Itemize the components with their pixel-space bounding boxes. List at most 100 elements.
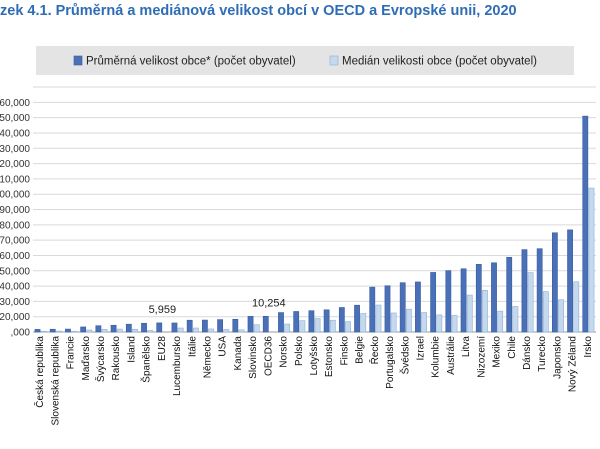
x-tick-label: Mexiko bbox=[492, 336, 503, 368]
x-tick-label: Turecko bbox=[537, 336, 548, 372]
data-label: 10,254 bbox=[252, 297, 286, 309]
bar-average bbox=[65, 328, 71, 333]
bar-average bbox=[323, 309, 330, 333]
y-tick-label: 40,000 bbox=[0, 282, 30, 293]
data-label: 5,959 bbox=[149, 304, 177, 316]
legend-swatch bbox=[329, 55, 339, 66]
bar-average bbox=[430, 272, 437, 333]
bar-median bbox=[405, 308, 412, 333]
bar-average bbox=[415, 281, 421, 333]
x-tick-label: Estonsko bbox=[324, 336, 335, 378]
bar-average bbox=[49, 328, 56, 333]
x-tick-label: Francie bbox=[66, 336, 77, 370]
y-tick-label: 20,000 bbox=[0, 159, 30, 170]
x-tick-label: Izrael bbox=[416, 336, 427, 360]
bar-median bbox=[360, 313, 367, 333]
x-tick-label: Maďarsko bbox=[81, 336, 92, 381]
x-tick-label: Řecko bbox=[368, 336, 381, 365]
bar-median bbox=[527, 272, 534, 333]
x-tick-label: Lotyšsko bbox=[309, 336, 320, 376]
bar-average bbox=[354, 304, 360, 333]
y-tick-label: 20,000 bbox=[0, 312, 30, 323]
bar-average bbox=[171, 322, 178, 333]
x-tick-label: Nový Zéland bbox=[568, 336, 579, 392]
bar-median bbox=[208, 328, 214, 333]
y-tick-label: 10,000 bbox=[0, 174, 30, 185]
x-tick-label: Kolumbie bbox=[431, 336, 442, 378]
bar-median bbox=[390, 312, 397, 333]
y-tick-label: 60,000 bbox=[0, 251, 30, 262]
x-tick-label: Polsko bbox=[294, 336, 305, 366]
bar-median bbox=[101, 329, 108, 333]
legend-label: Průměrná velikost obce* (počet obyvatel) bbox=[86, 56, 296, 68]
x-tick-label: Rakousko bbox=[111, 336, 122, 381]
bar-average bbox=[110, 324, 117, 333]
bar-median bbox=[56, 330, 62, 333]
bar-median bbox=[482, 290, 488, 333]
y-tick-label: 70,000 bbox=[0, 236, 30, 247]
bar-median bbox=[253, 324, 260, 333]
y-axis-ticks: ,000 20,000 30,000 40,000 50,000 60,000 70,000… bbox=[0, 98, 30, 339]
bars bbox=[34, 115, 595, 333]
x-tick-label: Slovinsko bbox=[248, 336, 259, 379]
x-tick-label: Španělsko bbox=[140, 336, 153, 383]
bar-median bbox=[573, 281, 580, 333]
bar-median bbox=[132, 328, 138, 333]
bar-median bbox=[497, 310, 504, 333]
bar-median bbox=[512, 306, 519, 333]
bar-median bbox=[375, 304, 382, 333]
y-tick-label: 00,000 bbox=[0, 190, 30, 201]
bar-median bbox=[284, 323, 291, 333]
bar-average bbox=[34, 329, 41, 333]
bar-average bbox=[125, 323, 132, 333]
y-tick-label: 90,000 bbox=[0, 205, 30, 216]
bar-median bbox=[588, 187, 595, 333]
bar-average bbox=[399, 282, 406, 333]
x-tick-label: Nizozemí bbox=[476, 336, 487, 378]
bar-median bbox=[223, 329, 230, 333]
bar-median bbox=[451, 315, 458, 333]
x-tick-label: Chile bbox=[507, 336, 518, 359]
bar-average bbox=[247, 316, 254, 333]
bar-average bbox=[202, 319, 208, 333]
bar-average bbox=[278, 312, 284, 333]
bar-average bbox=[293, 311, 300, 333]
x-tick-label: Německo bbox=[202, 336, 213, 379]
y-tick-label: 30,000 bbox=[0, 144, 30, 155]
y-tick-label: 30,000 bbox=[0, 297, 30, 308]
x-axis-ticks: Česká republika Slovenská republika Franci… bbox=[33, 336, 594, 426]
x-tick-label: Itálie bbox=[187, 336, 198, 358]
bar-median bbox=[177, 327, 184, 333]
bar-average bbox=[186, 319, 193, 333]
x-tick-label: USA bbox=[218, 336, 229, 357]
bar-median bbox=[558, 299, 564, 333]
bar-median bbox=[314, 318, 321, 333]
x-tick-label: Norsko bbox=[279, 336, 290, 368]
bar-median bbox=[436, 314, 443, 333]
bar-average bbox=[156, 322, 163, 333]
bar-average bbox=[506, 256, 513, 333]
bar-median bbox=[238, 329, 245, 333]
bar-average bbox=[369, 286, 376, 333]
bar-median bbox=[421, 312, 427, 333]
bar-average bbox=[551, 232, 558, 333]
data-labels: 5,959 10,254 bbox=[149, 297, 286, 316]
chart-title: zek 4.1. Průměrná a mediánová velikost o… bbox=[0, 3, 517, 19]
x-tick-label: Island bbox=[126, 336, 137, 363]
bar-median bbox=[147, 330, 154, 333]
legend-label: Medián velikosti obce (počet obyvatel) bbox=[342, 56, 537, 68]
x-tick-label: EU28 bbox=[157, 336, 168, 361]
x-tick-label: Austrálie bbox=[446, 336, 457, 375]
x-tick-label: Litva bbox=[461, 336, 472, 358]
x-tick-label: Česká republika bbox=[33, 336, 46, 408]
bar-average bbox=[460, 268, 467, 333]
bar-average bbox=[521, 249, 528, 333]
x-tick-label: Lucembursko bbox=[172, 336, 183, 396]
x-tick-label: OECD36 bbox=[263, 336, 274, 376]
bar-average bbox=[567, 229, 573, 333]
y-tick-label: 50,000 bbox=[0, 266, 30, 277]
bar-median bbox=[542, 291, 549, 333]
x-tick-label: Švédsko bbox=[398, 336, 411, 375]
bar-average bbox=[582, 115, 589, 333]
bar-median bbox=[116, 328, 123, 333]
